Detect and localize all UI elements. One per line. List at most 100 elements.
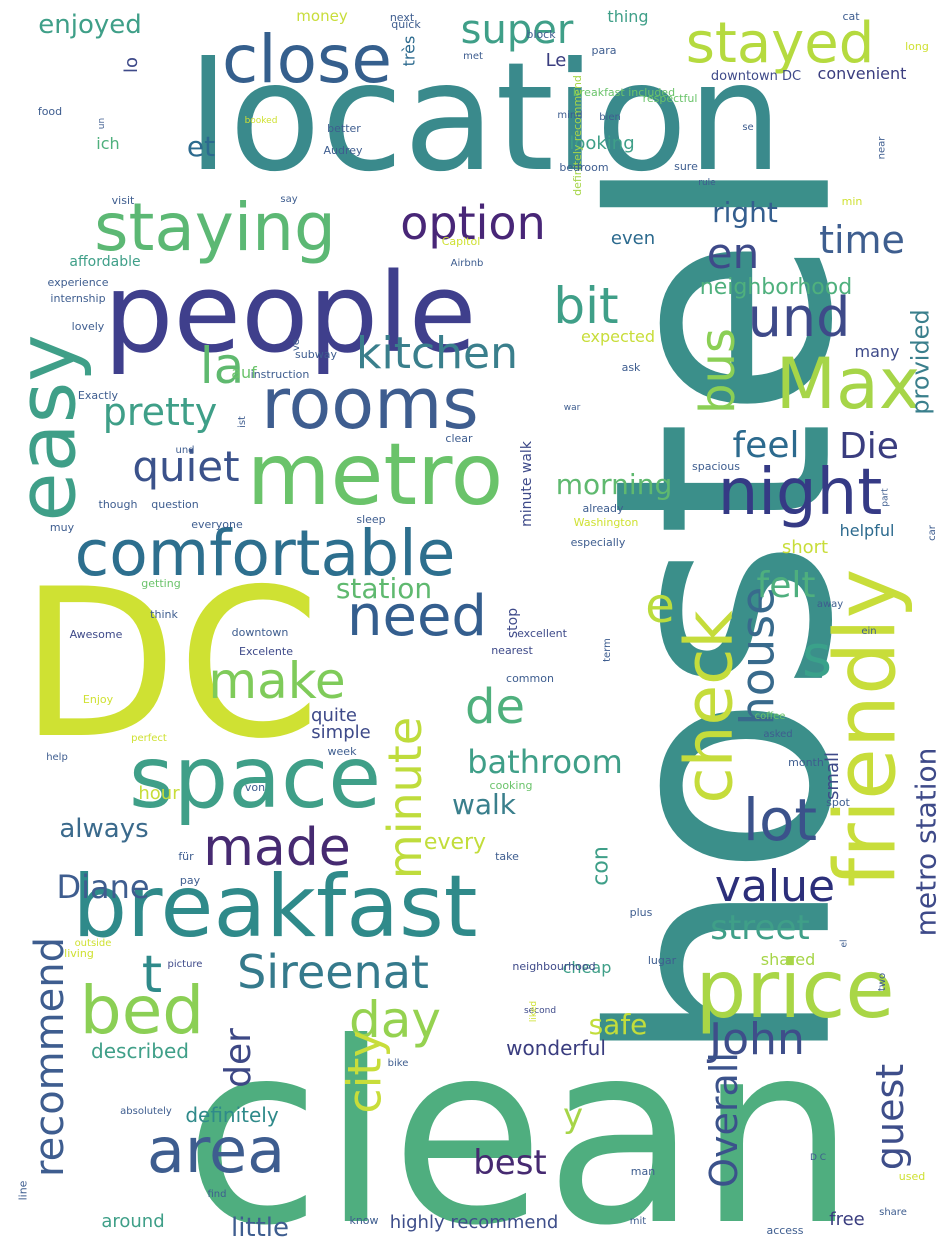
- word-pay: pay: [179, 873, 201, 887]
- word-d-c: D C: [809, 1152, 827, 1163]
- word-dc: DC: [19, 545, 321, 784]
- word-bus: bus: [689, 328, 746, 414]
- word-quiet: quiet: [132, 442, 240, 491]
- word-time: time: [819, 218, 905, 262]
- word-respectful: respectful: [642, 91, 698, 105]
- word-downtown: downtown: [231, 625, 289, 639]
- word-though: though: [98, 497, 138, 511]
- word-people: people: [103, 249, 477, 377]
- word-et: et: [186, 130, 216, 163]
- word-many: many: [854, 342, 900, 361]
- word-always: always: [59, 814, 149, 844]
- word-money: money: [296, 6, 348, 25]
- word-expected: expected: [580, 327, 656, 346]
- word-say: say: [280, 194, 298, 205]
- word-cooking: cooking: [489, 778, 533, 792]
- word-breakfast-included: breakfast included: [572, 85, 676, 99]
- word-washington: Washington: [573, 515, 639, 529]
- word-better: better: [327, 121, 361, 135]
- word-everyone: everyone: [191, 517, 243, 531]
- word-staying: staying: [94, 189, 336, 266]
- word-area: area: [146, 1114, 286, 1187]
- word-part: part: [880, 487, 891, 507]
- word-ein: ein: [861, 626, 877, 637]
- word-subway: subway: [295, 347, 337, 361]
- word-la: la: [199, 337, 245, 395]
- word-option: option: [400, 196, 546, 250]
- word-e: e: [645, 578, 675, 634]
- word-spacious: spacious: [692, 459, 740, 473]
- word-term: term: [602, 638, 613, 662]
- word-absolutely: absolutely: [120, 1106, 172, 1117]
- word-rule: rule: [698, 177, 716, 188]
- word-instruction: instruction: [250, 367, 310, 381]
- word-question: question: [151, 497, 199, 511]
- word-audrey: Audrey: [323, 143, 363, 157]
- word-ve: ve: [290, 338, 302, 352]
- word-sireenat: Sireenat: [237, 945, 429, 999]
- word-safe: safe: [588, 1008, 648, 1041]
- word-neighborhood: neighborhood: [699, 275, 853, 300]
- word-close: close: [222, 21, 392, 98]
- word-exactly: Exactly: [77, 388, 119, 402]
- word-quick: quick: [391, 17, 421, 31]
- word-thing: thing: [607, 7, 649, 26]
- word-feel: feel: [732, 425, 800, 466]
- word-pretty: pretty: [102, 390, 218, 434]
- word-guest: guest: [868, 1063, 912, 1171]
- word-coffee: coffee: [754, 711, 786, 722]
- word-diane: Diane: [56, 868, 150, 906]
- word-bathroom: bathroom: [467, 743, 623, 781]
- word-ask: ask: [621, 360, 641, 374]
- word-stayed: stayed: [685, 11, 875, 76]
- word-lo: lo: [120, 56, 142, 73]
- word-friendly: friendly: [815, 568, 914, 888]
- word-helpful: helpful: [839, 521, 895, 540]
- word-booked: booked: [244, 115, 278, 126]
- word-definitely: definitely: [185, 1103, 279, 1127]
- word-mind: mind: [557, 110, 583, 121]
- word-already: already: [582, 501, 624, 515]
- word-made: made: [203, 818, 351, 878]
- word-internship: internship: [50, 291, 106, 305]
- word-day: day: [349, 991, 441, 1049]
- word-need: need: [347, 584, 487, 649]
- word-metro-station: metro station: [908, 747, 942, 937]
- word-experience: experience: [47, 275, 109, 289]
- word-ich: ich: [96, 134, 120, 153]
- word-described: described: [91, 1039, 189, 1063]
- word-recommend: recommend: [27, 937, 74, 1177]
- word-max: Max: [775, 343, 921, 425]
- word-away: away: [816, 599, 844, 610]
- word-se: se: [742, 122, 754, 133]
- word-clean: clean: [183, 989, 857, 1254]
- word-die: Die: [839, 426, 899, 467]
- word-know: know: [349, 1213, 379, 1227]
- word-excellent: excellent: [517, 626, 567, 640]
- word-war: war: [563, 402, 581, 413]
- word-lot: lot: [742, 786, 818, 854]
- word-clear: clear: [445, 431, 473, 445]
- word-take: take: [495, 849, 519, 863]
- word-neighbourhood: neighbourhood: [512, 959, 596, 973]
- word-price: price: [695, 943, 895, 1036]
- word-wonderful: wonderful: [506, 1036, 606, 1060]
- word-bed: bed: [79, 972, 205, 1049]
- word-tres: très: [398, 35, 418, 67]
- word-y: y: [562, 1096, 584, 1136]
- word-nearest: nearest: [491, 643, 533, 657]
- word-right: right: [712, 196, 778, 229]
- word-hour: hour: [138, 783, 180, 804]
- word-met: met: [463, 51, 483, 62]
- word-perfect: perfect: [131, 733, 167, 744]
- word-small: small: [821, 752, 843, 800]
- word-find: find: [207, 1189, 227, 1200]
- word-bike: bike: [387, 1058, 409, 1069]
- word-affordable: affordable: [69, 254, 141, 270]
- word-super: super: [460, 7, 574, 53]
- word-rooms: rooms: [261, 363, 479, 445]
- word-looking: looking: [569, 133, 635, 154]
- word-und: und: [747, 286, 851, 349]
- word-minute: minute: [377, 716, 432, 880]
- word-value: value: [714, 861, 836, 912]
